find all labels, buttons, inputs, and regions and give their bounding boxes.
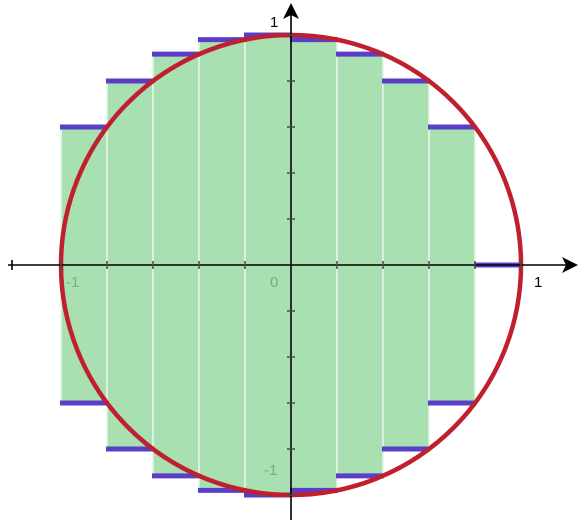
x-neg-tick-label: -1 — [66, 274, 79, 291]
y-pos-tick-label: 1 — [270, 14, 278, 31]
y-neg-tick-label: -1 — [264, 462, 277, 479]
y-axis-arrow — [283, 3, 299, 19]
axes — [8, 3, 578, 520]
minor-ticks — [60, 34, 522, 496]
x-axis-arrow — [562, 257, 578, 273]
origin-tick-label: 0 — [270, 274, 278, 291]
x-pos-tick-label: 1 — [534, 274, 542, 291]
tick-labels: 1 -1 0 1 -1 — [66, 14, 542, 479]
